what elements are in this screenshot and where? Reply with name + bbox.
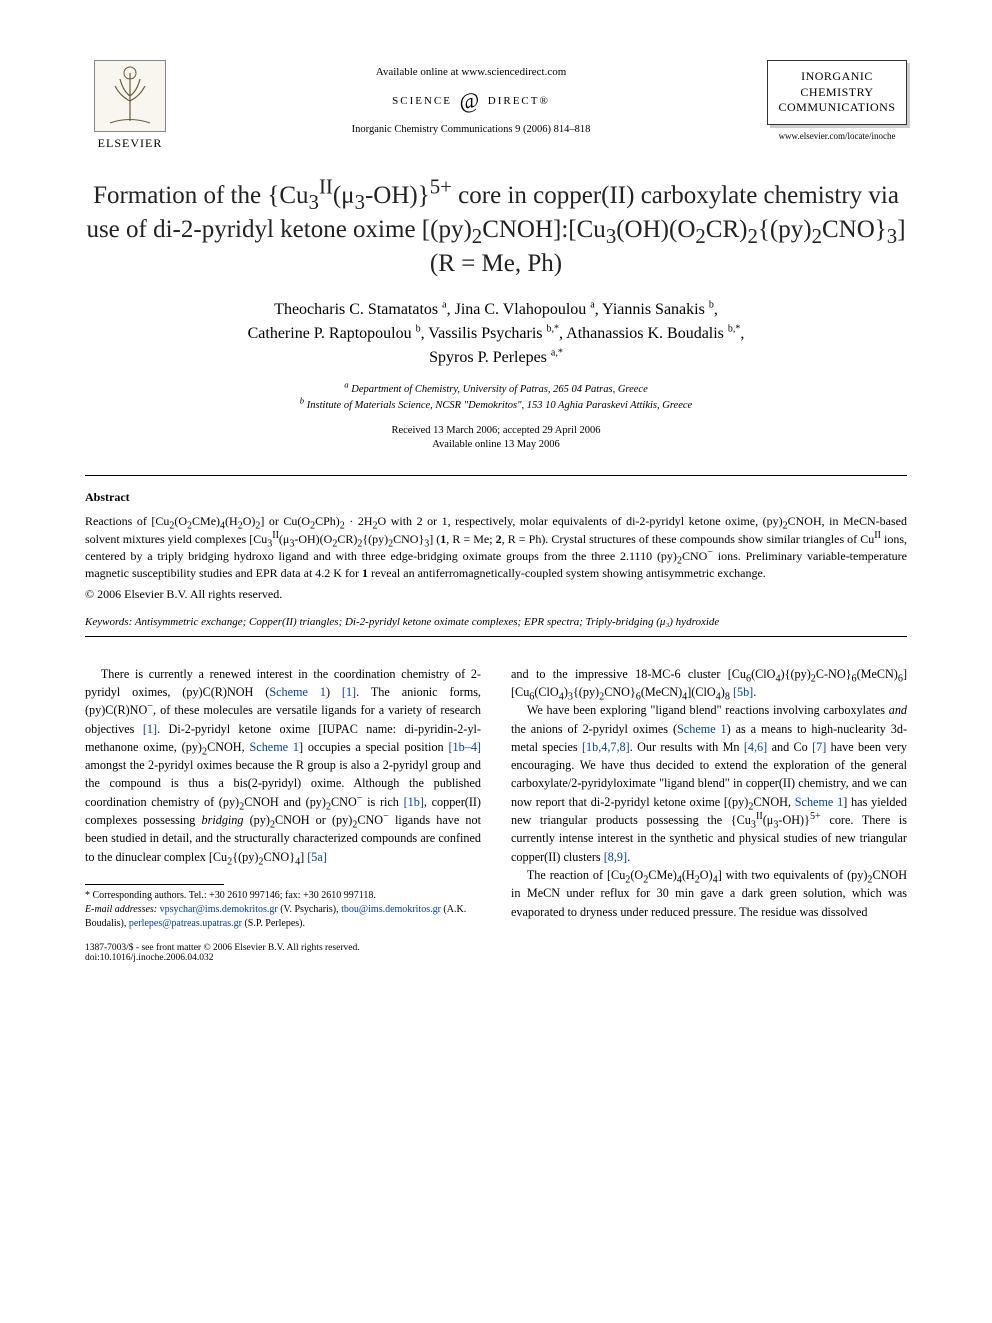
keywords-list: Antisymmetric exchange; Copper(II) trian… bbox=[135, 616, 719, 628]
right-column: and to the impressive 18-MC-6 cluster [C… bbox=[511, 665, 907, 931]
elsevier-logo: ELSEVIER bbox=[85, 60, 175, 151]
sd-right: DIRECT® bbox=[488, 95, 550, 107]
affiliation-b: b Institute of Materials Science, NCSR "… bbox=[85, 398, 907, 414]
author-list: Theocharis C. Stamatatos a, Jina C. Vlah… bbox=[85, 298, 907, 370]
journal-reference: Inorganic Chemistry Communications 9 (20… bbox=[175, 124, 767, 135]
page-header: ELSEVIER Available online at www.science… bbox=[85, 60, 907, 151]
sciencedirect-logo: SCIENCE @ DIRECT® bbox=[175, 84, 767, 110]
available-online: Available online at www.sciencedirect.co… bbox=[175, 66, 767, 78]
elsevier-tree-icon bbox=[94, 60, 166, 132]
abstract-heading: Abstract bbox=[85, 490, 907, 505]
sd-at-icon: @ bbox=[455, 86, 485, 116]
journal-box-line3: COMMUNICATIONS bbox=[774, 100, 900, 116]
abstract-copyright: © 2006 Elsevier B.V. All rights reserved… bbox=[85, 587, 907, 602]
article-title: Formation of the {Cu3II(μ3-OH)}5+ core i… bbox=[85, 179, 907, 280]
locate-url: www.elsevier.com/locate/inoche bbox=[767, 131, 907, 141]
rule-top bbox=[85, 475, 907, 476]
elsevier-name: ELSEVIER bbox=[85, 136, 175, 151]
abstract-body: Reactions of [Cu2(O2CMe)4(H2O)2] or Cu(O… bbox=[85, 513, 907, 583]
body-para-4: The reaction of [Cu2(O2CMe)4(H2O)4] with… bbox=[511, 866, 907, 921]
page-footer: 1387-7003/$ - see front matter © 2006 El… bbox=[85, 943, 907, 963]
body-para-3: We have been exploring "ligand blend" re… bbox=[511, 701, 907, 866]
rule-bottom bbox=[85, 636, 907, 637]
journal-box: INORGANIC CHEMISTRY COMMUNICATIONS www.e… bbox=[767, 60, 907, 141]
journal-box-line1: INORGANIC bbox=[774, 69, 900, 85]
body-para-2: and to the impressive 18-MC-6 cluster [C… bbox=[511, 665, 907, 702]
sd-left: SCIENCE bbox=[392, 95, 452, 107]
footer-left: 1387-7003/$ - see front matter © 2006 El… bbox=[85, 943, 360, 963]
article-dates: Received 13 March 2006; accepted 29 Apri… bbox=[85, 424, 907, 453]
body-columns: There is currently a renewed interest in… bbox=[85, 665, 907, 931]
center-header: Available online at www.sciencedirect.co… bbox=[175, 60, 767, 135]
corresponding-footnote: * Corresponding authors. Tel.: +30 2610 … bbox=[85, 889, 481, 903]
email-footnote: E-mail addresses: vpsychar@ims.demokrito… bbox=[85, 903, 481, 931]
online-date: Available online 13 May 2006 bbox=[85, 438, 907, 453]
front-matter: 1387-7003/$ - see front matter © 2006 El… bbox=[85, 943, 360, 953]
footnote-separator bbox=[85, 884, 224, 885]
journal-title-box: INORGANIC CHEMISTRY COMMUNICATIONS bbox=[767, 60, 907, 125]
affiliation-a: a Department of Chemistry, University of… bbox=[85, 382, 907, 398]
doi: doi:10.1016/j.inoche.2006.04.032 bbox=[85, 953, 360, 963]
journal-box-line2: CHEMISTRY bbox=[774, 85, 900, 101]
affiliations: a Department of Chemistry, University of… bbox=[85, 382, 907, 414]
keywords-label: Keywords: bbox=[85, 616, 132, 628]
left-column: There is currently a renewed interest in… bbox=[85, 665, 481, 931]
received-date: Received 13 March 2006; accepted 29 Apri… bbox=[85, 424, 907, 439]
keywords: Keywords: Antisymmetric exchange; Copper… bbox=[85, 616, 907, 628]
body-para-1: There is currently a renewed interest in… bbox=[85, 665, 481, 866]
